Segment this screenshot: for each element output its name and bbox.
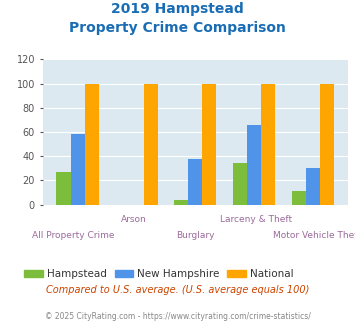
Bar (56, 172, 71, 205)
Bar (320, 83, 334, 205)
Text: © 2025 CityRating.com - https://www.cityrating.com/crime-statistics/: © 2025 CityRating.com - https://www.city… (45, 312, 310, 321)
Text: All Property Crime: All Property Crime (32, 231, 114, 240)
Text: Arson: Arson (121, 214, 147, 223)
Bar (143, 83, 158, 205)
Bar (174, 200, 188, 205)
Text: Larceny & Theft: Larceny & Theft (220, 214, 293, 223)
Bar (233, 163, 247, 205)
Bar (85, 83, 99, 205)
Bar (306, 168, 320, 205)
Text: Motor Vehicle Theft: Motor Vehicle Theft (273, 231, 355, 240)
Text: Burglary: Burglary (176, 231, 214, 240)
Text: Property Crime Comparison: Property Crime Comparison (69, 21, 286, 35)
Bar (247, 125, 261, 205)
Text: 2019 Hampstead: 2019 Hampstead (111, 2, 244, 16)
Bar (292, 191, 306, 205)
Legend: Hampstead, New Hampshire, National: Hampstead, New Hampshire, National (20, 265, 298, 283)
Bar (71, 134, 85, 205)
Bar (202, 83, 217, 205)
Bar (261, 83, 275, 205)
Bar (188, 159, 202, 205)
Text: Compared to U.S. average. (U.S. average equals 100): Compared to U.S. average. (U.S. average … (46, 285, 309, 295)
